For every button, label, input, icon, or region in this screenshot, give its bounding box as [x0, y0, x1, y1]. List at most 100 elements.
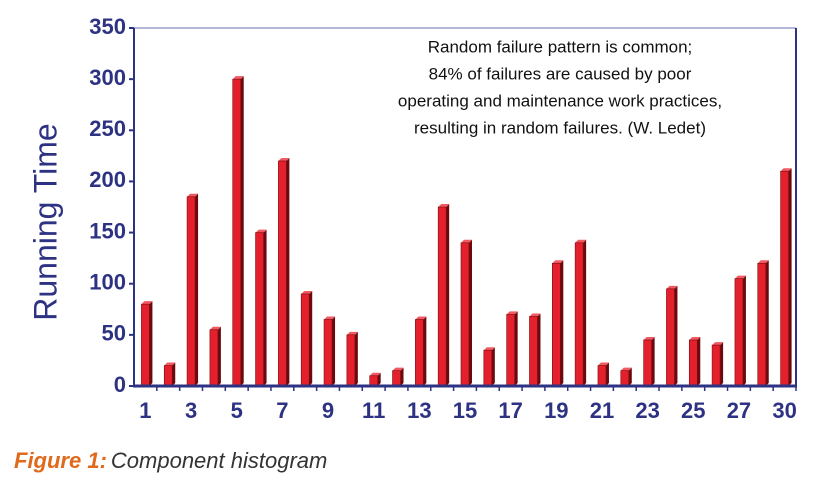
- annotation-line: Random failure pattern is common;: [428, 37, 693, 56]
- bar-side: [354, 331, 358, 386]
- bar-side: [628, 367, 632, 386]
- bar-top: [757, 260, 769, 264]
- bar-side: [583, 239, 587, 386]
- x-tick-label: 11: [362, 398, 385, 423]
- bar-top: [209, 326, 221, 330]
- x-tick-label: 15: [453, 398, 477, 423]
- bar-side: [537, 313, 541, 386]
- caption: Figure 1: Component histogram: [14, 448, 327, 473]
- bar-top: [483, 347, 495, 351]
- bar: [392, 370, 401, 387]
- bar-side: [377, 372, 381, 386]
- bar-top: [734, 275, 746, 279]
- bar: [346, 334, 356, 387]
- bar-side: [400, 367, 404, 386]
- bar-top: [232, 76, 244, 80]
- y-tick-label: 150: [89, 218, 126, 243]
- y-axis-label: Running Time: [27, 123, 63, 320]
- bar-side: [446, 204, 450, 386]
- y-tick-label: 0: [114, 372, 126, 397]
- bar: [300, 293, 310, 387]
- bar-top: [438, 204, 450, 207]
- bar-side: [605, 362, 609, 386]
- x-tick-label: 27: [727, 398, 751, 423]
- bar-side: [172, 362, 176, 386]
- bar-side: [195, 193, 199, 386]
- bar-top: [164, 362, 176, 366]
- bar: [620, 370, 630, 387]
- bar: [574, 242, 584, 387]
- bar-side: [286, 157, 290, 386]
- bar-side: [240, 76, 244, 387]
- bar-top: [415, 316, 427, 320]
- bar: [415, 319, 424, 387]
- x-tick-label: 19: [544, 398, 568, 423]
- bar: [506, 314, 515, 387]
- bar-side: [491, 347, 495, 386]
- y-tick-label: 300: [89, 65, 126, 90]
- x-tick-label: 3: [185, 398, 197, 423]
- bar-top: [301, 290, 313, 294]
- bar: [460, 242, 470, 387]
- annotation: Random failure pattern is common; 84% of…: [398, 37, 722, 137]
- bar-top: [620, 367, 632, 371]
- y-tick-label: 250: [89, 116, 126, 141]
- bar-top: [552, 260, 564, 264]
- x-tick-label: 7: [276, 398, 288, 423]
- bar-top: [346, 331, 358, 335]
- x-tick-label: 17: [498, 398, 522, 423]
- y-tick-label: 100: [89, 270, 126, 295]
- bar-side: [651, 336, 655, 386]
- bar-top: [324, 316, 336, 320]
- bar: [232, 78, 242, 387]
- bar-top: [689, 336, 701, 340]
- bar-top: [643, 336, 655, 340]
- bar-side: [697, 336, 701, 386]
- bar: [780, 170, 789, 387]
- annotation-line: 84% of failures are caused by poor: [429, 64, 692, 83]
- caption-text: Component histogram: [111, 448, 327, 473]
- bar-side: [149, 301, 153, 386]
- bar: [688, 339, 698, 387]
- bar-side: [742, 275, 746, 386]
- bar-top: [666, 285, 678, 289]
- bar: [483, 349, 493, 387]
- bar: [711, 344, 721, 387]
- x-tick-label: 21: [590, 398, 614, 423]
- bar-top: [255, 229, 267, 233]
- bar: [666, 288, 675, 387]
- annotation-line: operating and maintenance work practices…: [398, 91, 722, 110]
- bar: [643, 339, 652, 387]
- bar-side: [332, 316, 336, 386]
- bar: [369, 375, 378, 387]
- x-tick-label: 30: [772, 398, 796, 423]
- bar-top: [278, 157, 290, 161]
- bar-side: [514, 311, 518, 386]
- caption-label: Figure 1:: [14, 448, 107, 473]
- annotation-line: resulting in random failures. (W. Ledet): [414, 118, 706, 137]
- bar-top: [369, 372, 381, 376]
- y-tick-label: 200: [89, 167, 126, 192]
- bar-side: [263, 229, 267, 386]
- bar: [323, 319, 333, 387]
- bar-side: [309, 290, 313, 386]
- bar-side: [720, 342, 724, 386]
- x-tick-label: 25: [681, 398, 705, 423]
- bar-side: [560, 260, 564, 386]
- x-tick-label: 5: [231, 398, 243, 423]
- bar-top: [141, 301, 153, 305]
- bar-top: [529, 313, 541, 317]
- bar-side: [217, 326, 221, 386]
- bar-top: [187, 193, 199, 197]
- bar: [597, 365, 607, 387]
- bar-side: [765, 260, 769, 386]
- bar: [141, 303, 150, 387]
- bar-top: [461, 239, 472, 243]
- bar-side: [788, 168, 792, 386]
- x-tick-label: 9: [322, 398, 334, 423]
- bar-side: [674, 285, 678, 386]
- y-tick-label: 350: [89, 14, 126, 39]
- y-tick-label: 50: [102, 321, 126, 346]
- bar: [278, 160, 287, 387]
- bar-top: [780, 168, 792, 172]
